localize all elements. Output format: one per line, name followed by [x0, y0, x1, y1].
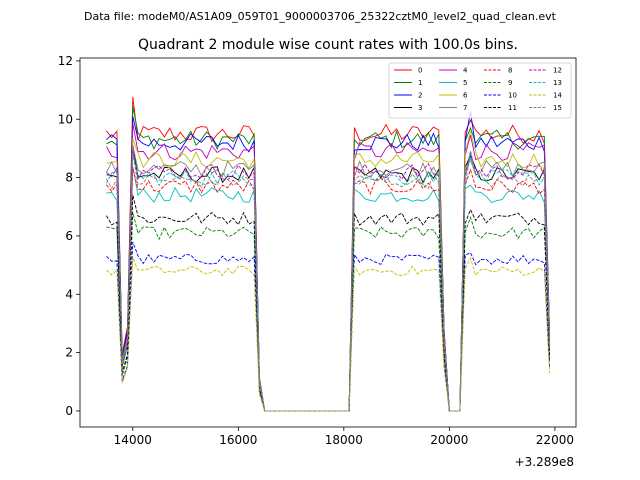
x-tick-label: 16000: [219, 433, 257, 447]
x-tick-label: 20000: [430, 433, 468, 447]
series-line-9: [106, 211, 551, 412]
axes-frame: [79, 57, 577, 428]
legend-label-6: 6: [463, 92, 468, 100]
x-tick-label: 22000: [536, 433, 574, 447]
y-tick-label: 6: [65, 229, 73, 243]
legend-label-5: 5: [463, 79, 467, 87]
suptitle: Data file: modeM0/AS1A09_059T01_90000037…: [84, 10, 557, 23]
legend-label-10: 10: [508, 92, 517, 100]
y-tick-label: 8: [65, 171, 73, 185]
plot-area: [106, 96, 551, 412]
y-tick-label: 0: [65, 404, 73, 418]
legend-label-11: 11: [508, 104, 517, 112]
legend-label-3: 3: [418, 104, 422, 112]
series-line-3: [106, 144, 551, 412]
series-line-7: [106, 145, 551, 412]
legend-label-13: 13: [553, 79, 562, 87]
series-line-10: [106, 241, 551, 412]
series-line-6: [106, 131, 551, 412]
series-line-0: [106, 96, 551, 412]
legend-label-7: 7: [463, 104, 467, 112]
y-tick-label: 4: [65, 287, 73, 301]
legend-label-4: 4: [463, 67, 468, 75]
series-line-14: [106, 256, 551, 412]
y-tick-label: 12: [58, 54, 73, 68]
series-line-13: [106, 151, 551, 412]
legend-label-15: 15: [553, 104, 562, 112]
x-tick-label: 14000: [114, 433, 152, 447]
series-line-8: [106, 167, 551, 412]
series-line-5: [106, 166, 551, 412]
legend-label-2: 2: [418, 92, 422, 100]
x-offset-label: +3.289e8: [515, 455, 574, 469]
legend-label-12: 12: [553, 67, 562, 75]
y-tick-label: 2: [65, 346, 73, 360]
series-line-15: [106, 153, 551, 412]
legend-label-14: 14: [553, 92, 562, 100]
legend-label-8: 8: [508, 67, 512, 75]
series-line-12: [106, 150, 551, 412]
legend-label-0: 0: [418, 67, 422, 75]
legend-label-9: 9: [508, 79, 512, 87]
series-line-2: [106, 111, 551, 412]
y-tick-label: 10: [58, 112, 73, 126]
chart-title: Quadrant 2 module wise count rates with …: [138, 37, 518, 53]
series-line-11: [106, 195, 551, 412]
legend-label-1: 1: [418, 79, 422, 87]
x-tick-label: 18000: [325, 433, 363, 447]
legend-box: [388, 62, 572, 119]
